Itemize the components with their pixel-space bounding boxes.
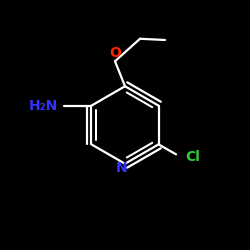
Text: H₂N: H₂N bbox=[28, 98, 58, 112]
Text: Cl: Cl bbox=[185, 150, 200, 164]
Text: O: O bbox=[109, 46, 121, 60]
Text: N: N bbox=[116, 160, 127, 174]
